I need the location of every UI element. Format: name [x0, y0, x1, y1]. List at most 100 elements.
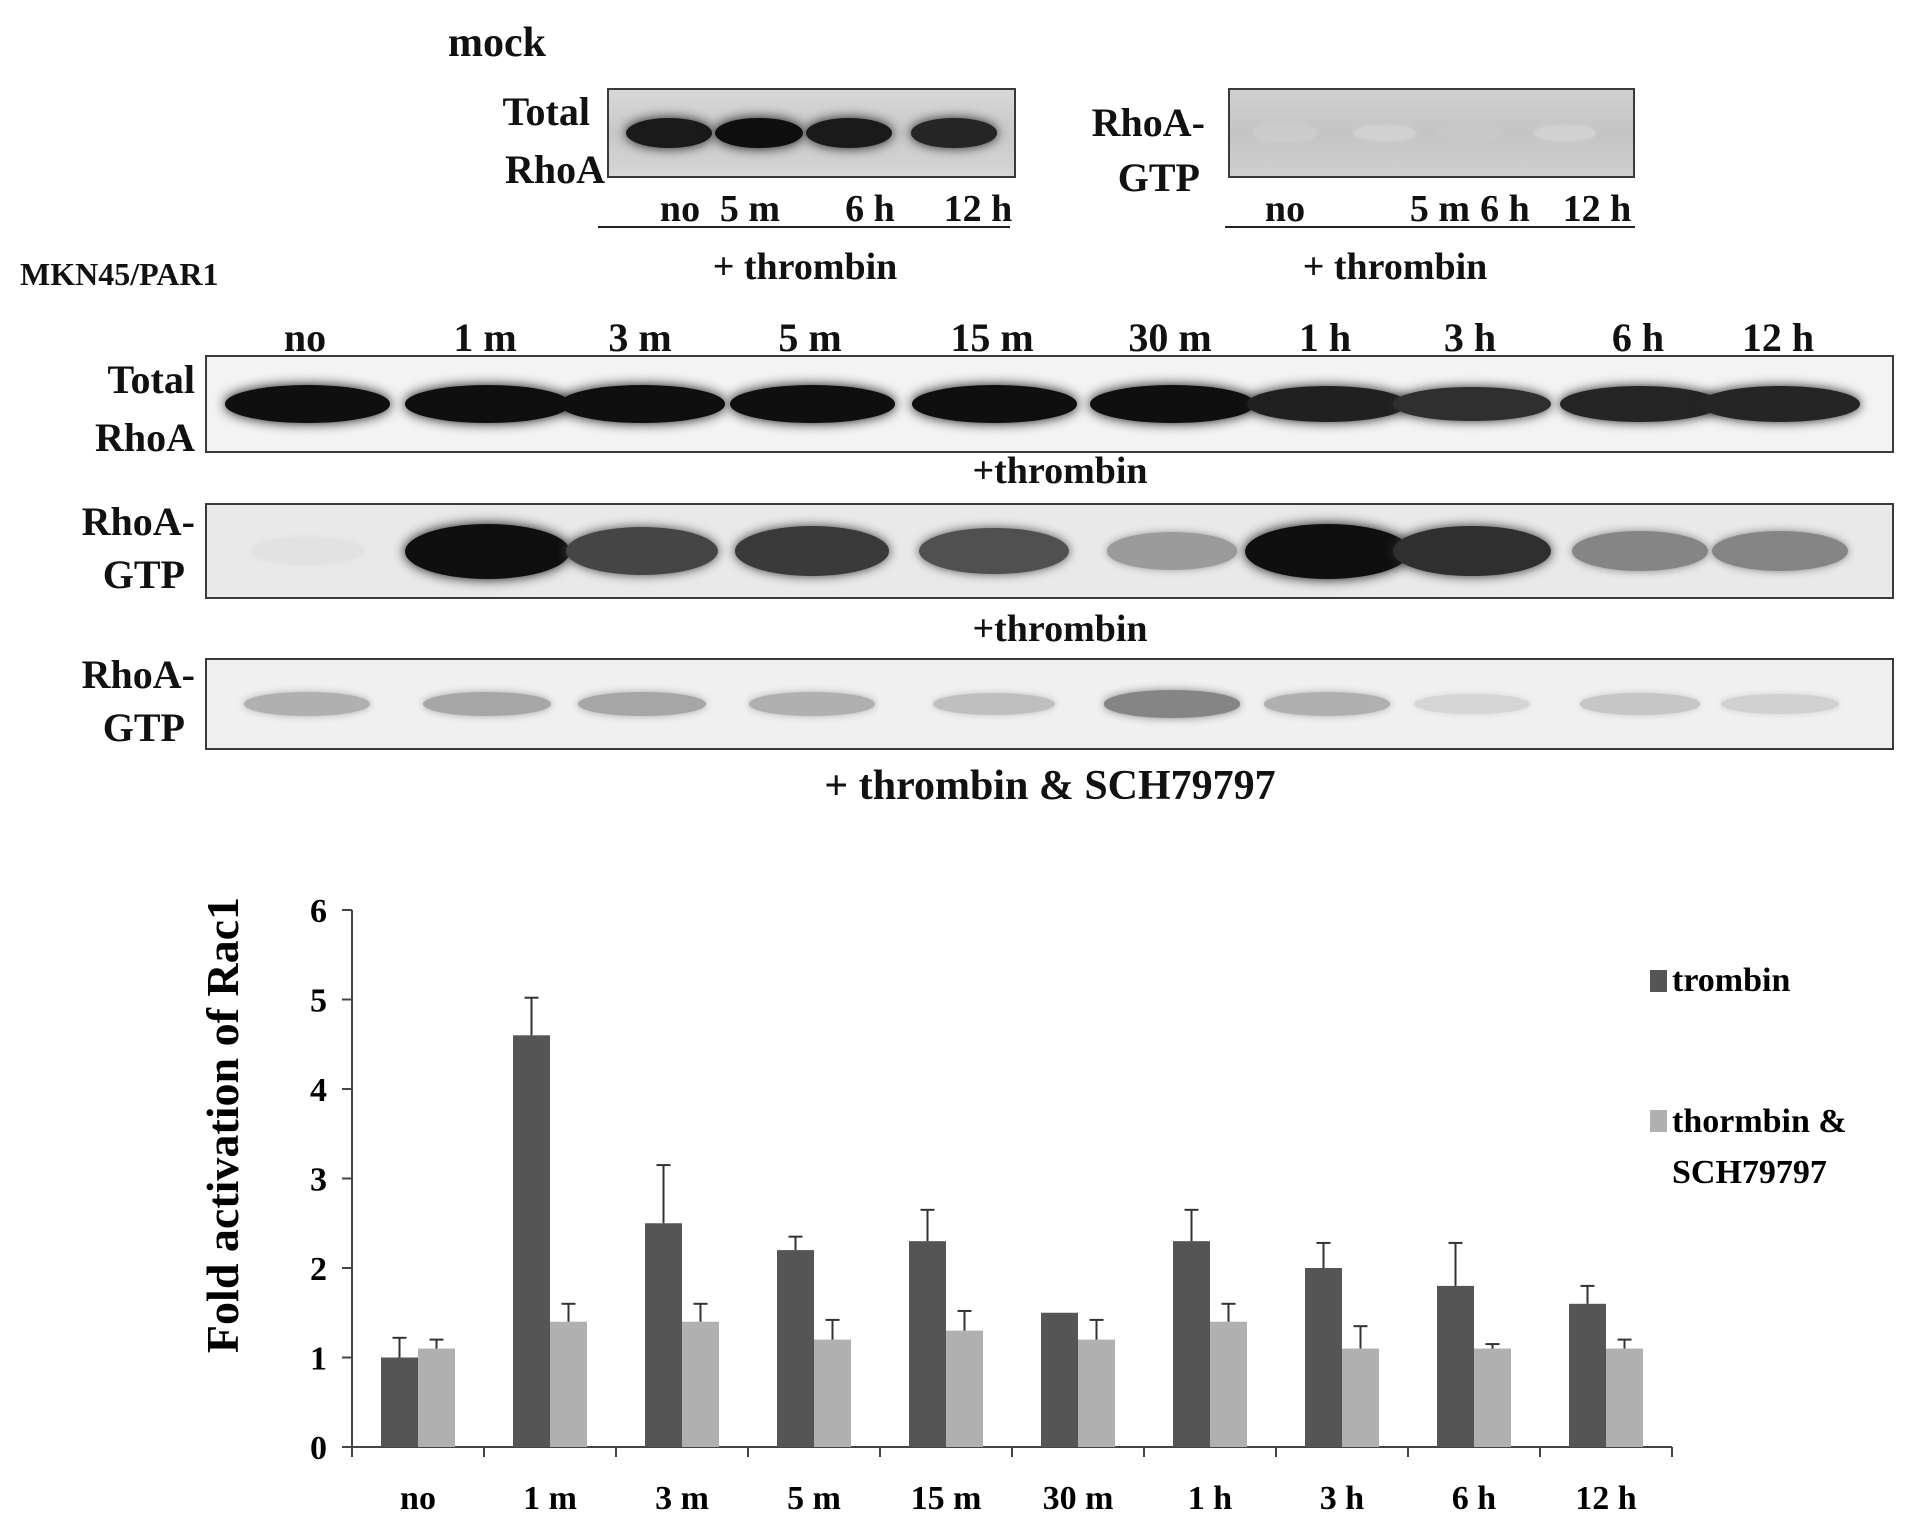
rhoa-gtp-sch-label-2: GTP — [102, 705, 185, 750]
main-lane-label: 6 h — [1611, 315, 1665, 360]
x-tick-label: 12 h — [1575, 1480, 1637, 1517]
x-tick-label: no — [400, 1480, 436, 1517]
mock-rhoa-gtp-treatment: + thrombin — [1302, 246, 1488, 288]
x-tick-label: 5 m — [787, 1480, 841, 1517]
mock-lane-label: 5 m — [719, 188, 781, 230]
mock-lane-label: 12 h — [943, 188, 1013, 230]
y-tick-label: 3 — [310, 1162, 327, 1199]
main-blot-2-band — [1413, 693, 1531, 715]
main-lane-label: 5 m — [778, 315, 842, 360]
legend-label-trombin: trombin — [1672, 962, 1790, 999]
main-blot-1-band — [1393, 525, 1551, 577]
y-tick-label: 1 — [310, 1341, 327, 1378]
legend: trombin thormbin & SCH79797 — [1650, 962, 1847, 1191]
mock-band — [715, 117, 803, 149]
x-tick-label: 30 m — [1043, 1480, 1114, 1517]
bar-thormbin-sch — [946, 1330, 983, 1447]
bar-trombin — [513, 1035, 550, 1447]
main-lane-label: no — [283, 315, 327, 360]
mock-rhoa-gtp-label-1: RhoA- — [1091, 100, 1205, 145]
main-blot-2-band — [1103, 690, 1241, 718]
bars — [381, 1035, 1643, 1447]
total-rhoa-blot — [205, 355, 1894, 453]
cell-line-label: MKN45/PAR1 — [20, 256, 219, 292]
bar-trombin — [1173, 1241, 1210, 1447]
x-tick-label: 6 h — [1452, 1480, 1497, 1517]
mock-lane-label: no — [659, 188, 701, 230]
main-blot-2-band — [1264, 692, 1390, 716]
main-blot-1-band — [566, 526, 718, 576]
bar-trombin — [1041, 1312, 1078, 1447]
main-lane-label: 1 h — [1298, 315, 1352, 360]
main-blot-0-band — [1700, 386, 1860, 422]
x-tick-label: 3 h — [1320, 1480, 1365, 1517]
bar-trombin — [381, 1357, 418, 1447]
bar-trombin — [1305, 1268, 1342, 1447]
bar-thormbin-sch — [682, 1321, 719, 1447]
main-lane-label: 12 h — [1741, 315, 1815, 360]
x-tick-label: 15 m — [911, 1480, 982, 1517]
mock-rhoa-gtp-label-2: GTP — [1117, 155, 1200, 200]
bar-trombin — [1569, 1303, 1606, 1447]
mock-total-rhoa-blot — [607, 88, 1016, 178]
y-tick-label: 4 — [310, 1072, 327, 1109]
main-blot-0-band — [729, 385, 895, 423]
mock-rhoa-gtp-underline — [1225, 226, 1635, 228]
bar-thormbin-sch — [814, 1339, 851, 1447]
main-blot-0-band — [1246, 386, 1408, 422]
mock-band — [1253, 124, 1317, 142]
mock-lane-label: 6 h — [1480, 188, 1530, 230]
mock-lane-label: no — [1264, 188, 1306, 230]
main-blot-2-band — [1579, 693, 1701, 715]
rhoa-gtp-sch-treatment: + thrombin & SCH79797 — [824, 763, 1276, 809]
main-blot-0-band — [404, 385, 570, 423]
bar-thormbin-sch — [1078, 1339, 1115, 1447]
bar-thormbin-sch — [1474, 1348, 1511, 1447]
mock-lane-label: 6 h — [845, 188, 895, 230]
y-tick-label: 6 — [310, 893, 327, 930]
mock-band — [625, 117, 713, 148]
main-blot-0-band — [911, 385, 1077, 423]
main-blot-0-band — [224, 385, 390, 423]
mock-lane-label: 12 h — [1562, 188, 1632, 230]
total-rhoa-treatment: +thrombin — [972, 450, 1148, 492]
y-tick-label: 0 — [310, 1430, 327, 1467]
main-blot-1-band — [1106, 532, 1238, 570]
mock-rhoa-gtp-blot — [1228, 88, 1635, 178]
x-tick-label: 3 m — [655, 1480, 709, 1517]
main-blot-0-band — [559, 385, 725, 423]
bar-trombin — [909, 1241, 946, 1447]
main-blot-0-band — [1560, 386, 1720, 422]
total-rhoa-label-2: RhoA — [94, 415, 195, 460]
main-blot-1-band — [250, 536, 364, 566]
y-tick-label: 2 — [310, 1251, 327, 1288]
main-lane-label: 3 m — [608, 315, 672, 360]
main-blot-2-band — [244, 692, 370, 716]
mock-band — [1353, 124, 1417, 142]
main-blot-1-band — [919, 527, 1069, 575]
x-tick-label: 1 h — [1188, 1480, 1233, 1517]
bar-thormbin-sch — [1210, 1321, 1247, 1447]
y-tick-label: 5 — [310, 983, 327, 1020]
mock-band — [911, 118, 997, 148]
legend-swatch-trombin — [1650, 970, 1667, 992]
main-blot-2-band — [422, 691, 552, 717]
main-blot-2-band — [1721, 693, 1839, 715]
rhoa-gtp-label-1: RhoA- — [81, 499, 195, 544]
mock-total-rhoa-underline — [598, 226, 1010, 228]
main-blot-1-band — [734, 526, 890, 576]
bar-thormbin-sch — [1606, 1348, 1643, 1447]
main-blot-0-band — [1089, 385, 1255, 423]
bar-trombin — [1437, 1285, 1474, 1447]
bar-thormbin-sch — [1342, 1348, 1379, 1447]
mock-band — [1438, 124, 1502, 142]
main-lane-label: 3 h — [1443, 315, 1497, 360]
y-axis: 0 1 2 3 4 5 6 — [310, 893, 353, 1467]
error-bars — [392, 996, 1632, 1358]
rhoa-gtp-sch-blot — [205, 658, 1894, 750]
rhoa-gtp-treatment: +thrombin — [972, 608, 1148, 650]
main-lane-label: 15 m — [950, 315, 1034, 360]
main-blot-1-band — [1711, 531, 1849, 571]
mock-total-rhoa-label-2: RhoA — [504, 147, 605, 192]
